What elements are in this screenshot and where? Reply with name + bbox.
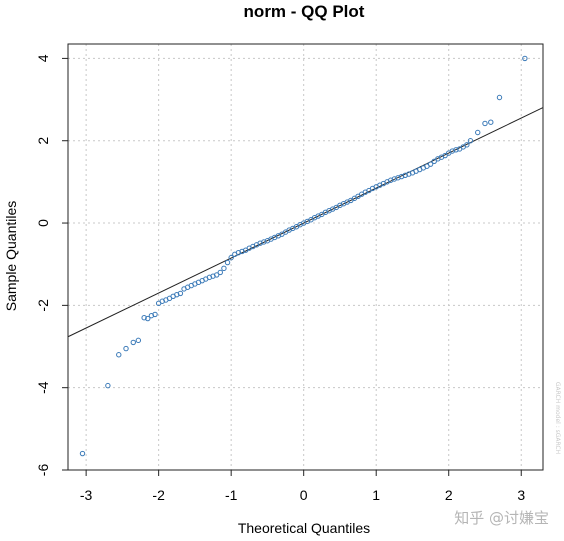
side-note: GARCH model : sGARCH: [554, 382, 561, 454]
plot-box: [67, 43, 544, 471]
data-point: [488, 119, 494, 125]
x-tick-label: -3: [80, 487, 93, 503]
y-axis-label: Sample Quantiles: [3, 201, 19, 312]
data-point: [482, 120, 488, 127]
data-point: [427, 161, 434, 167]
data-point: [224, 259, 231, 266]
data-point: [79, 450, 86, 457]
grid: [68, 44, 543, 471]
data-point: [228, 254, 234, 261]
x-tick-label: 0: [300, 487, 308, 503]
data-point: [141, 315, 147, 321]
data-point: [105, 382, 111, 389]
data-point: [442, 152, 448, 159]
data-point: [221, 265, 227, 272]
data-point: [152, 311, 158, 318]
watermark: 知乎 @讨嫌宝: [454, 509, 549, 527]
y-axis-ticks: -6 -4 -2 0 2 4: [35, 54, 68, 476]
data-point: [177, 290, 184, 297]
x-tick-label: -2: [152, 487, 165, 503]
data-point: [217, 269, 223, 276]
data-point: [522, 55, 528, 62]
chart-title: norm - QQ Plot: [244, 2, 365, 21]
data-point: [453, 147, 459, 153]
data-point: [130, 339, 136, 346]
data-point: [123, 345, 129, 352]
data-point: [213, 272, 220, 278]
y-tick-label: 0: [35, 219, 51, 227]
y-tick-label: -6: [35, 464, 51, 477]
y-tick-label: -4: [35, 381, 51, 394]
x-tick-label: -1: [225, 487, 238, 503]
y-tick-label: -2: [35, 299, 51, 312]
x-tick-label: 3: [517, 487, 525, 503]
y-tick-label: 2: [35, 137, 51, 145]
data-point: [475, 129, 481, 136]
data-point: [467, 138, 474, 144]
data-point: [116, 352, 122, 358]
data-point: [464, 142, 470, 148]
x-tick-label: 2: [445, 487, 453, 503]
data-points: [79, 55, 528, 457]
x-axis-label: Theoretical Quantiles: [238, 520, 370, 536]
data-point: [145, 315, 151, 322]
x-axis-ticks: -3 -2 -1 0 1 2 3: [80, 470, 525, 503]
y-tick-label: 4: [35, 54, 51, 62]
data-point: [135, 337, 142, 344]
data-point: [431, 158, 437, 165]
x-tick-label: 1: [372, 487, 380, 503]
data-point: [496, 94, 503, 101]
